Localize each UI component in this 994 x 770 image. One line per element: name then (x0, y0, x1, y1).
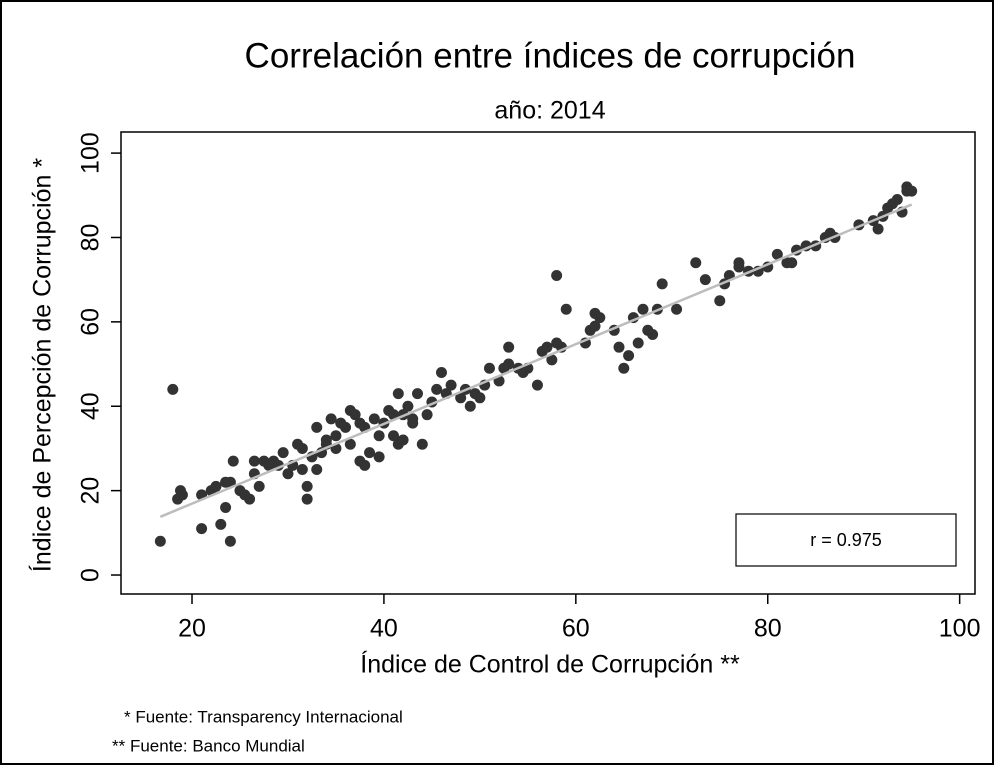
point (546, 354, 558, 366)
point (637, 303, 649, 315)
point (176, 489, 188, 501)
point (296, 442, 308, 454)
point (244, 493, 256, 505)
point (397, 434, 409, 446)
point (210, 480, 222, 492)
point (445, 379, 457, 391)
point (455, 392, 467, 404)
point (632, 337, 644, 349)
point (623, 350, 635, 362)
point (277, 447, 289, 459)
point (344, 438, 356, 450)
point (373, 451, 385, 463)
point (325, 413, 337, 425)
point (311, 421, 323, 433)
chart-subtitle: año: 2014 (494, 97, 605, 125)
point (541, 341, 553, 353)
point (421, 409, 433, 421)
point (618, 362, 630, 374)
point (786, 257, 798, 269)
point (215, 518, 227, 530)
point (227, 455, 239, 467)
point (594, 312, 606, 324)
point (474, 392, 486, 404)
x-axis-label: Índice de Control de Corrupción ** (360, 650, 740, 679)
point (282, 468, 294, 480)
point (368, 413, 380, 425)
point (714, 295, 726, 307)
annotation: r = 0.975 (810, 530, 882, 550)
point (224, 535, 236, 547)
point (220, 502, 232, 514)
footnote: * Fuente: Transparency Internacional (124, 707, 403, 726)
y-tick-label: 60 (77, 308, 105, 336)
point (464, 400, 476, 412)
point (699, 274, 711, 286)
point (224, 476, 236, 488)
point (891, 194, 903, 206)
chart-title: Correlación entre índices de corrupción (245, 36, 856, 75)
x-tick-label: 100 (939, 615, 981, 643)
point (901, 185, 913, 197)
footnote: ** Fuente: Banco Mundial (112, 736, 305, 755)
x-tick-label: 40 (370, 615, 398, 643)
x-tick-label: 80 (754, 615, 782, 643)
point (647, 329, 659, 341)
point (167, 383, 179, 395)
point (771, 248, 783, 260)
point (330, 430, 342, 442)
point (503, 341, 515, 353)
point (503, 358, 515, 370)
point (154, 535, 166, 547)
point (359, 459, 371, 471)
x-tick-label: 60 (562, 615, 590, 643)
y-axis-label: Índice de Percepción de Corrupción * (28, 158, 57, 572)
point (483, 362, 495, 374)
point (311, 464, 323, 476)
point (402, 400, 414, 412)
point (656, 278, 668, 290)
point (388, 430, 400, 442)
point (416, 438, 428, 450)
point (296, 464, 308, 476)
point (320, 434, 332, 446)
point (248, 455, 260, 467)
point (551, 269, 563, 281)
point (431, 383, 443, 395)
point (373, 430, 385, 442)
fit-line (159, 203, 913, 518)
y-tick-label: 80 (77, 224, 105, 252)
y-tick-label: 40 (77, 392, 105, 420)
point (407, 417, 419, 429)
y-tick-label: 20 (77, 477, 105, 505)
point (340, 421, 352, 433)
point (412, 388, 424, 400)
point (301, 480, 313, 492)
point (392, 388, 404, 400)
point (872, 223, 884, 235)
point (253, 480, 265, 492)
point (671, 303, 683, 315)
point (364, 447, 376, 459)
point (196, 523, 208, 535)
point (560, 303, 572, 315)
point (733, 261, 745, 273)
annotation-box (735, 513, 957, 567)
y-tick-label: 100 (77, 132, 105, 174)
point (435, 366, 447, 378)
point (531, 379, 543, 391)
y-tick-label: 0 (77, 568, 105, 582)
point (301, 493, 313, 505)
point (613, 341, 625, 353)
plot-area (120, 131, 976, 595)
x-tick-label: 20 (178, 615, 206, 643)
point (589, 320, 601, 332)
point (690, 257, 702, 269)
point (349, 409, 361, 421)
